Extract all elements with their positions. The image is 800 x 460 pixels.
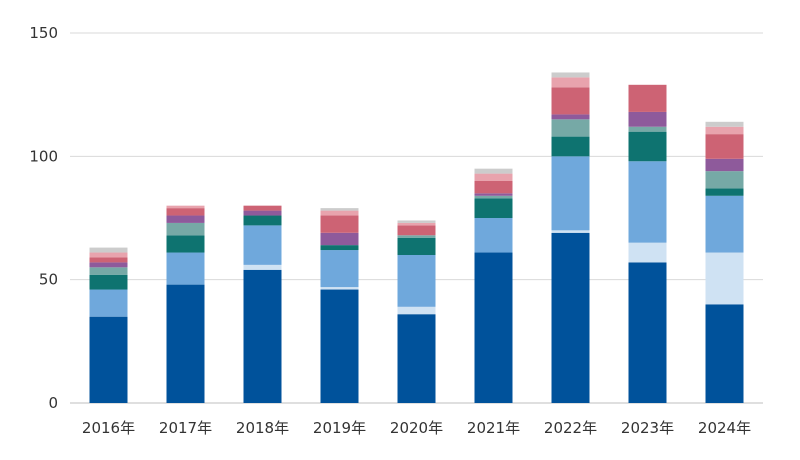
bar-segment [397,255,436,307]
bar-stack [166,205,205,403]
bar-segment [628,262,667,403]
bar-segment [397,314,436,403]
bar-segment [166,205,205,209]
bar-segment [474,173,513,181]
x-tick-label: 2022年 [544,419,597,437]
bar-segment [243,205,282,211]
bar-segment [551,87,590,115]
bar-segment [397,220,436,223]
bar-segment [551,136,590,157]
bar-segment [89,289,128,317]
x-tick-label: 2021年 [467,419,520,437]
bar-segment [474,252,513,403]
bar-segment [320,215,359,233]
bar-segment [628,111,667,127]
bar-segment [628,131,667,162]
bar-segment [243,264,282,270]
y-tick-label: 50 [39,271,58,289]
x-axis-ticks: 2016年 2017年 2018年 2019年 2020年 2021年 2022年 2023年… [82,419,751,437]
y-tick-label: 0 [48,394,58,412]
bar-stack [397,220,436,403]
bar-segment [628,242,667,263]
bar-segment [89,257,128,263]
bar-stack [628,84,667,403]
bar-segment [397,235,436,238]
bar-segment [705,171,744,189]
bar-segment [166,222,205,236]
bar-segment [628,126,667,132]
bar-segment [243,269,282,403]
bar-segment [551,72,590,78]
bar-segment [474,181,513,194]
bar-segment [320,250,359,288]
bar-segment [705,121,744,127]
bar-segment [89,262,128,268]
x-tick-label: 2023年 [621,419,674,437]
bar-segment [397,222,436,226]
bar-segment [474,193,513,196]
bar-segment [243,215,282,226]
x-tick-label: 2016年 [82,419,135,437]
bar-segment [397,306,436,315]
bar-segment [89,274,128,290]
bar-segment [705,134,744,159]
bar-segment [551,77,590,88]
bar-segment [243,225,282,265]
bar-stack [320,208,359,403]
bar-segment [166,284,205,403]
bar-segment [166,215,205,223]
bar-segment [705,188,744,196]
bars [89,72,744,403]
bar-segment [551,230,590,233]
bar-segment [89,247,128,253]
bar-segment [474,168,513,174]
y-tick-label: 100 [29,147,58,165]
bar-segment [166,252,205,285]
bar-segment [320,287,359,290]
x-tick-label: 2017年 [159,419,212,437]
x-tick-label: 2019年 [313,419,366,437]
bar-segment [166,208,205,216]
bar-segment [628,84,667,112]
x-tick-label: 2020年 [390,419,443,437]
bar-segment [397,225,436,236]
bar-segment [474,218,513,253]
bar-segment [705,304,744,403]
bar-segment [89,252,128,258]
bar-segment [474,198,513,218]
bar-segment [474,195,513,199]
bar-segment [397,237,436,255]
bar-segment [320,232,359,246]
bar-segment [705,126,744,135]
bar-segment [243,210,282,216]
bar-segment [551,114,590,120]
bar-segment [89,316,128,403]
x-tick-label: 2024年 [698,419,751,437]
bar-segment [320,210,359,216]
bar-stack [474,168,513,403]
bar-stack [89,247,128,403]
bar-segment [705,252,744,305]
y-axis-ticks: 0 50 100 150 [29,24,58,412]
bar-segment [705,195,744,253]
bar-segment [320,208,359,211]
bar-segment [551,119,590,137]
bar-segment [320,289,359,403]
y-tick-label: 150 [29,24,58,42]
bar-segment [628,161,667,243]
bar-segment [89,267,128,275]
bar-stack [243,205,282,403]
bar-segment [551,232,590,403]
bar-segment [320,245,359,251]
bar-segment [705,158,744,172]
x-tick-label: 2018年 [236,419,289,437]
bar-stack [551,72,590,403]
bar-segment [166,235,205,253]
bar-stack [705,121,744,403]
bar-segment [551,156,590,231]
